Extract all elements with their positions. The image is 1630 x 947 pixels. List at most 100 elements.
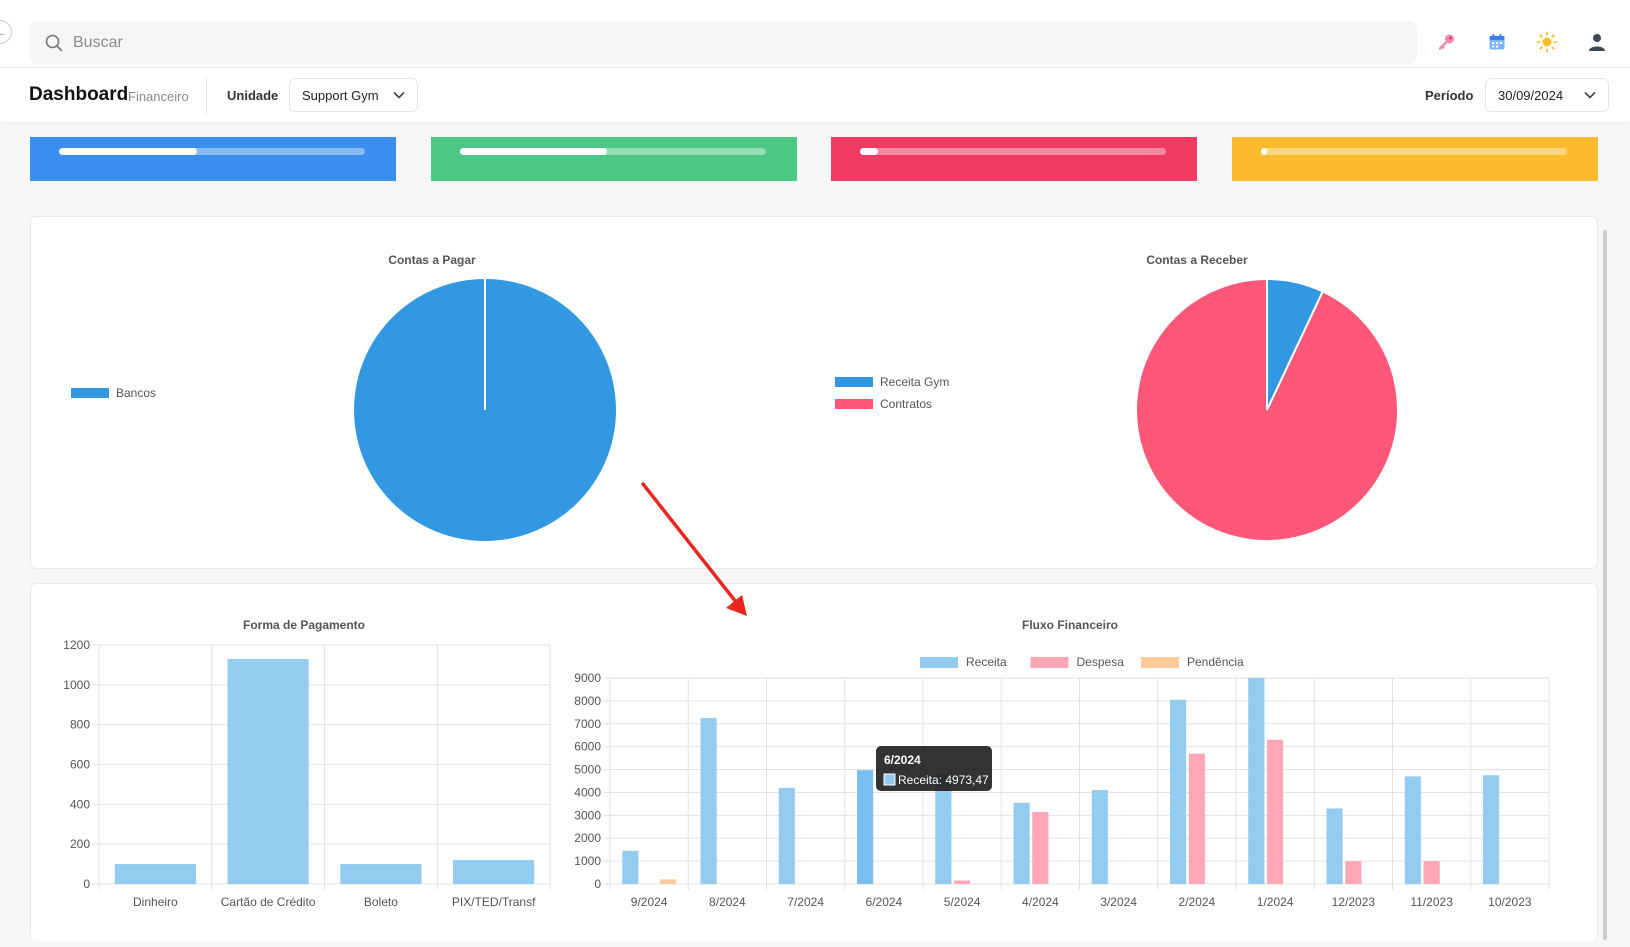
period-select-value: 30/09/2024 xyxy=(1498,87,1564,103)
bar-title-pagamento: Forma de Pagamento xyxy=(243,618,365,632)
top-icons xyxy=(1435,30,1609,54)
y-tick-label: 1000 xyxy=(63,678,90,692)
y-tick-label: 9000 xyxy=(574,671,601,685)
x-tick-label: 10/2023 xyxy=(1488,895,1532,909)
chevron-down-icon xyxy=(1584,91,1596,99)
kpi-progress-fill xyxy=(860,148,879,155)
back-button[interactable]: ← xyxy=(0,20,12,44)
bar-despesa xyxy=(1267,739,1284,884)
period-label: Período xyxy=(1425,88,1474,103)
calendar-button[interactable] xyxy=(1485,30,1509,54)
kpi-card[interactable] xyxy=(831,137,1197,181)
dashboard-header: Dashboard Financeiro Unidade Support Gym… xyxy=(0,68,1630,122)
kpi-progress-fill xyxy=(59,148,197,155)
kpi-progress-fill xyxy=(460,148,607,155)
legend-swatch-contratos[interactable] xyxy=(835,399,873,409)
x-tick-label: 5/2024 xyxy=(944,895,981,909)
bar-receita xyxy=(935,774,952,884)
y-tick-label: 3000 xyxy=(574,808,601,822)
bar-receita xyxy=(857,770,874,884)
bar-charts: Forma de Pagamento 0 200 400 600 800 1000 1200… xyxy=(63,618,1550,909)
kpi-card[interactable] xyxy=(30,137,396,181)
y-tick-label: 800 xyxy=(70,718,90,732)
legend-label-receita: Receita xyxy=(966,655,1007,669)
y-tick-label: 1000 xyxy=(574,854,601,868)
y-tick-label: 4000 xyxy=(574,785,601,799)
kpi-card[interactable] xyxy=(431,137,797,181)
bar-receita xyxy=(1404,776,1421,884)
bar-values xyxy=(227,658,309,884)
legend-swatch-receita xyxy=(920,657,958,668)
pie-charts: Contas a Pagar Bancos Contas a Receber R… xyxy=(71,253,1399,542)
legend-label-receita-gym[interactable]: Receita Gym xyxy=(880,375,949,389)
key-button[interactable] xyxy=(1435,30,1459,54)
page-title: Dashboard xyxy=(29,84,129,105)
top-bar: ← xyxy=(0,0,1630,68)
y-tick-label: 7000 xyxy=(574,717,601,731)
period-select[interactable]: 30/09/2024 xyxy=(1485,78,1609,112)
x-tick-label: Dinheiro xyxy=(133,895,178,909)
calendar-icon xyxy=(1489,34,1505,50)
x-tick-label: 2/2024 xyxy=(1179,895,1216,909)
flows-card: Forma de Pagamento 0 200 400 600 800 1000 1200… xyxy=(30,583,1598,941)
bar-receita xyxy=(1170,699,1187,884)
legend-swatch-despesa xyxy=(1030,657,1069,668)
y-tick-label: 0 xyxy=(594,877,601,891)
bar-values xyxy=(114,864,196,884)
user-button[interactable] xyxy=(1585,30,1609,54)
bar-receita xyxy=(1013,802,1030,884)
chart-fluxo-financeiro: 0 1000 2000 3000 4000 5000 6000 7000 8000 9000 9/2… xyxy=(574,655,1550,909)
scrollbar[interactable] xyxy=(1603,230,1607,940)
kpi-progress-track xyxy=(860,148,1166,155)
x-tick-label: 7/2024 xyxy=(787,895,824,909)
x-tick-label: 8/2024 xyxy=(709,895,746,909)
bar-values xyxy=(453,860,535,884)
tooltip-swatch xyxy=(883,773,896,786)
accounts-card: Contas a Pagar Bancos Contas a Receber R… xyxy=(30,216,1598,569)
unit-label: Unidade xyxy=(227,88,279,103)
bar-despesa xyxy=(1423,861,1440,884)
bar-receita xyxy=(1091,790,1108,884)
theme-toggle-button[interactable] xyxy=(1535,30,1559,54)
legend-label-contratos[interactable]: Contratos xyxy=(880,397,932,411)
pie-title-pagar: Contas a Pagar xyxy=(388,253,476,267)
back-icon: ← xyxy=(0,25,7,39)
x-tick-label: 3/2024 xyxy=(1100,895,1137,909)
kpi-card[interactable] xyxy=(1232,137,1598,181)
bar-receita xyxy=(778,787,795,884)
divider xyxy=(206,78,207,114)
chart-forma-de-pagamento: 0 200 400 600 800 1000 1200 Dinheiro Cartão de C… xyxy=(63,638,551,909)
unit-select[interactable]: Support Gym xyxy=(289,78,418,112)
bar-receita xyxy=(1483,775,1500,884)
kpi-progress-track xyxy=(59,148,365,155)
y-tick-label: 1200 xyxy=(63,638,90,652)
unit-select-value: Support Gym xyxy=(302,87,379,103)
key-icon xyxy=(1438,34,1454,50)
legend-swatch-bancos[interactable] xyxy=(71,388,109,398)
chart-tooltip: 6/2024 Receita: 4973,47 xyxy=(876,746,992,791)
search-bar[interactable] xyxy=(29,21,1417,64)
x-tick-label: Cartão de Crédito xyxy=(221,895,316,909)
bar-pendência xyxy=(659,879,676,884)
bar-values xyxy=(340,864,422,884)
page-subtitle: Financeiro xyxy=(128,89,189,104)
legend-swatch-receita-gym[interactable] xyxy=(835,377,873,387)
kpi-progress-track xyxy=(1261,148,1567,155)
x-tick-label: 4/2024 xyxy=(1022,895,1059,909)
y-tick-label: 8000 xyxy=(574,694,601,708)
x-tick-label: Boleto xyxy=(364,895,398,909)
pie-slice-contratos xyxy=(1135,277,1399,542)
sun-icon xyxy=(1536,31,1558,53)
chevron-down-icon xyxy=(393,91,405,99)
bar-title-fluxo: Fluxo Financeiro xyxy=(1022,618,1118,632)
pie-contas-a-receber xyxy=(1135,277,1399,542)
legend-label-bancos[interactable]: Bancos xyxy=(116,386,156,400)
y-tick-label: 600 xyxy=(70,758,90,772)
x-tick-label: 12/2023 xyxy=(1332,895,1376,909)
user-icon xyxy=(1589,34,1605,51)
kpi-progress-track xyxy=(460,148,766,155)
search-input[interactable] xyxy=(73,33,673,52)
bar-receita xyxy=(622,850,639,884)
y-tick-label: 400 xyxy=(70,797,90,811)
y-tick-label: 200 xyxy=(70,837,90,851)
